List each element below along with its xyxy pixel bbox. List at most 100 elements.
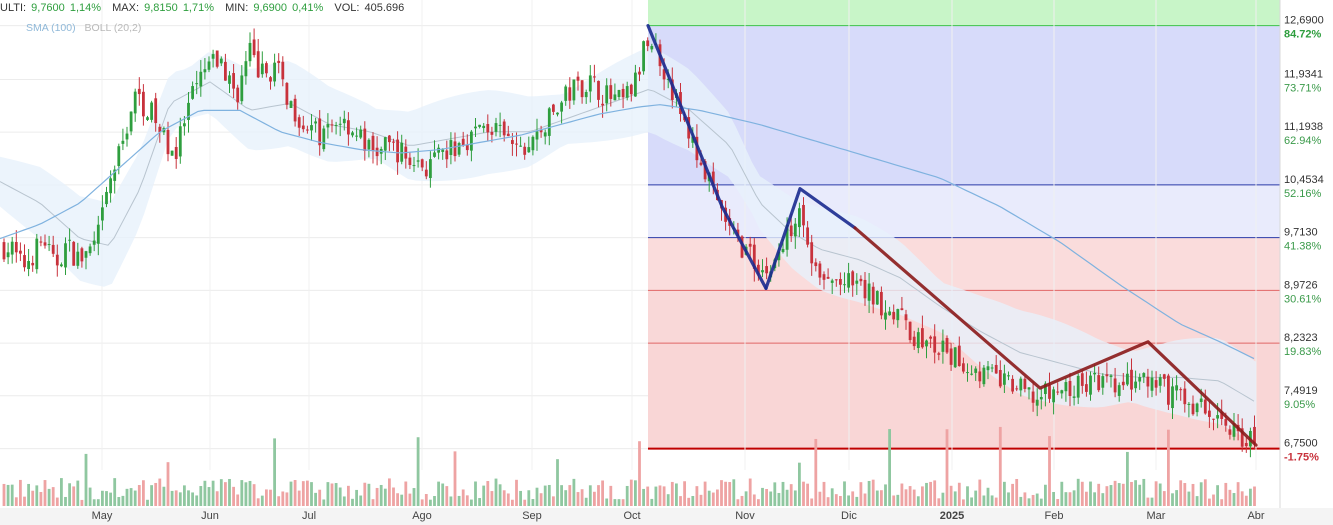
candle-body — [945, 337, 949, 353]
volume-bar — [1035, 493, 1039, 506]
candle-body — [252, 39, 256, 56]
volume-bar — [535, 487, 539, 506]
volume-bar — [728, 482, 732, 506]
candle-body — [433, 152, 436, 157]
volume-bar — [6, 484, 10, 506]
volume-bar — [47, 488, 51, 506]
volume-bar — [539, 493, 543, 506]
pattern-drawings[interactable] — [646, 24, 1258, 447]
candle-body — [711, 171, 715, 186]
volume-bar — [900, 483, 904, 506]
candle-body — [113, 169, 117, 181]
trend-pattern-line — [646, 24, 768, 290]
volume-bar — [576, 492, 580, 506]
vol-label: VOL: — [334, 2, 360, 14]
volume-bar — [252, 484, 256, 506]
volume-bar — [1212, 494, 1215, 506]
volume-bar — [1167, 429, 1170, 506]
quote-header: ULTI: 9,7600 1,14% MAX: 9,8150 1,71% MIN… — [0, 0, 406, 16]
volume-bar — [219, 479, 223, 506]
candle-body — [490, 131, 494, 135]
volume-bar — [105, 491, 108, 506]
volume-bar — [142, 480, 145, 506]
volume-bar — [519, 490, 522, 506]
candle-body — [47, 244, 51, 246]
candle-body — [523, 146, 527, 155]
volume-bar — [695, 486, 699, 506]
volume-bar — [80, 499, 84, 506]
candle-body — [1048, 385, 1051, 399]
candle-body — [277, 60, 281, 64]
volume-bar — [625, 485, 629, 506]
volume-bar — [244, 482, 248, 506]
volume-bar — [925, 482, 928, 506]
candle-body — [244, 61, 248, 77]
volume-bar — [699, 494, 703, 506]
volume-bar — [1134, 480, 1137, 506]
candle-body — [326, 124, 330, 128]
volume-bar — [351, 498, 354, 506]
candle-body — [256, 51, 260, 78]
candle-body — [1105, 374, 1109, 377]
volume-bar — [1089, 481, 1092, 506]
volume-bar — [490, 491, 494, 506]
volume-bar — [724, 481, 727, 506]
candle-body — [470, 131, 473, 151]
volume-bar — [125, 488, 129, 506]
candle-body — [306, 129, 309, 131]
candle-body — [6, 252, 10, 258]
volume-bar — [240, 480, 244, 506]
volume-bar — [1130, 481, 1133, 506]
volume-bar — [683, 481, 686, 506]
candle-body — [867, 283, 871, 301]
volume-bar — [60, 478, 63, 506]
month-label: Feb — [1045, 510, 1064, 522]
candle-body — [1203, 399, 1207, 414]
candle-body — [1011, 378, 1014, 392]
volume-bar — [154, 482, 158, 506]
volume-bar — [35, 485, 39, 506]
candle-body — [1179, 389, 1183, 391]
volume-bar — [523, 499, 527, 506]
volume-bar — [1175, 490, 1178, 506]
volume-bar — [158, 478, 162, 506]
candle-body — [613, 94, 617, 101]
candle-body — [1109, 375, 1113, 378]
candle-body — [265, 63, 268, 74]
volume-bar — [1183, 483, 1187, 506]
candle-body — [1027, 387, 1031, 390]
candle-body — [314, 121, 317, 124]
last-label: ULTI: — [0, 2, 27, 14]
candle-body — [105, 191, 108, 205]
candle-body — [777, 252, 781, 261]
candle-body — [1195, 403, 1199, 413]
price-level-label: 11,1938 — [1284, 121, 1323, 133]
candle-body — [859, 278, 863, 282]
candle-body — [822, 274, 826, 280]
candle-body — [1244, 443, 1248, 447]
indicator-legend[interactable]: SMA (100) BOLL (20,2) — [26, 22, 147, 34]
candle-body — [1138, 377, 1142, 382]
volume-bar — [269, 489, 272, 506]
candle-body — [793, 223, 797, 237]
candle-body — [1183, 388, 1187, 405]
volume-bar — [117, 497, 121, 506]
candle-body — [1068, 380, 1072, 396]
volume-bar — [650, 498, 654, 506]
candle-body — [129, 111, 133, 132]
candle-body — [273, 62, 276, 82]
volume-bar — [146, 499, 149, 506]
volume-bar — [404, 481, 408, 506]
volume-bar — [137, 485, 141, 506]
candle-body — [1015, 388, 1019, 390]
candle-body — [966, 372, 969, 374]
candle-body — [826, 276, 830, 279]
candle-body — [355, 135, 358, 137]
volume-bar — [285, 492, 289, 506]
candle-body — [621, 88, 625, 98]
volume-bar — [949, 485, 953, 506]
candle-body — [215, 50, 219, 67]
candle-body — [560, 102, 563, 112]
candle-body — [511, 140, 514, 144]
